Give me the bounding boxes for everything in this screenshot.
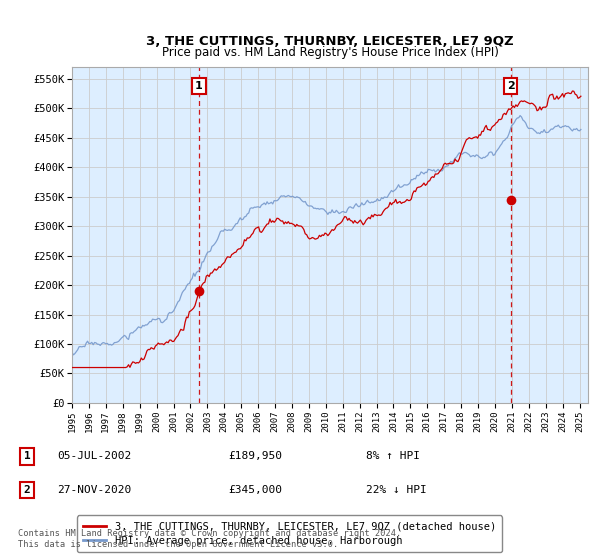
Legend: 3, THE CUTTINGS, THURNBY, LEICESTER, LE7 9QZ (detached house), HPI: Average pric: 3, THE CUTTINGS, THURNBY, LEICESTER, LE7…	[77, 516, 502, 552]
Text: 3, THE CUTTINGS, THURNBY, LEICESTER, LE7 9QZ: 3, THE CUTTINGS, THURNBY, LEICESTER, LE7…	[146, 35, 514, 48]
Text: 27-NOV-2020: 27-NOV-2020	[57, 485, 131, 495]
Text: 1: 1	[23, 451, 31, 461]
Text: £189,950: £189,950	[228, 451, 282, 461]
Text: 22% ↓ HPI: 22% ↓ HPI	[366, 485, 427, 495]
Text: 8% ↑ HPI: 8% ↑ HPI	[366, 451, 420, 461]
Text: 2: 2	[23, 485, 31, 495]
Text: 05-JUL-2002: 05-JUL-2002	[57, 451, 131, 461]
Text: £345,000: £345,000	[228, 485, 282, 495]
Text: 1: 1	[195, 81, 203, 91]
Text: 2: 2	[506, 81, 514, 91]
Text: Contains HM Land Registry data © Crown copyright and database right 2024.
This d: Contains HM Land Registry data © Crown c…	[18, 529, 401, 549]
Text: Price paid vs. HM Land Registry's House Price Index (HPI): Price paid vs. HM Land Registry's House …	[161, 46, 499, 59]
